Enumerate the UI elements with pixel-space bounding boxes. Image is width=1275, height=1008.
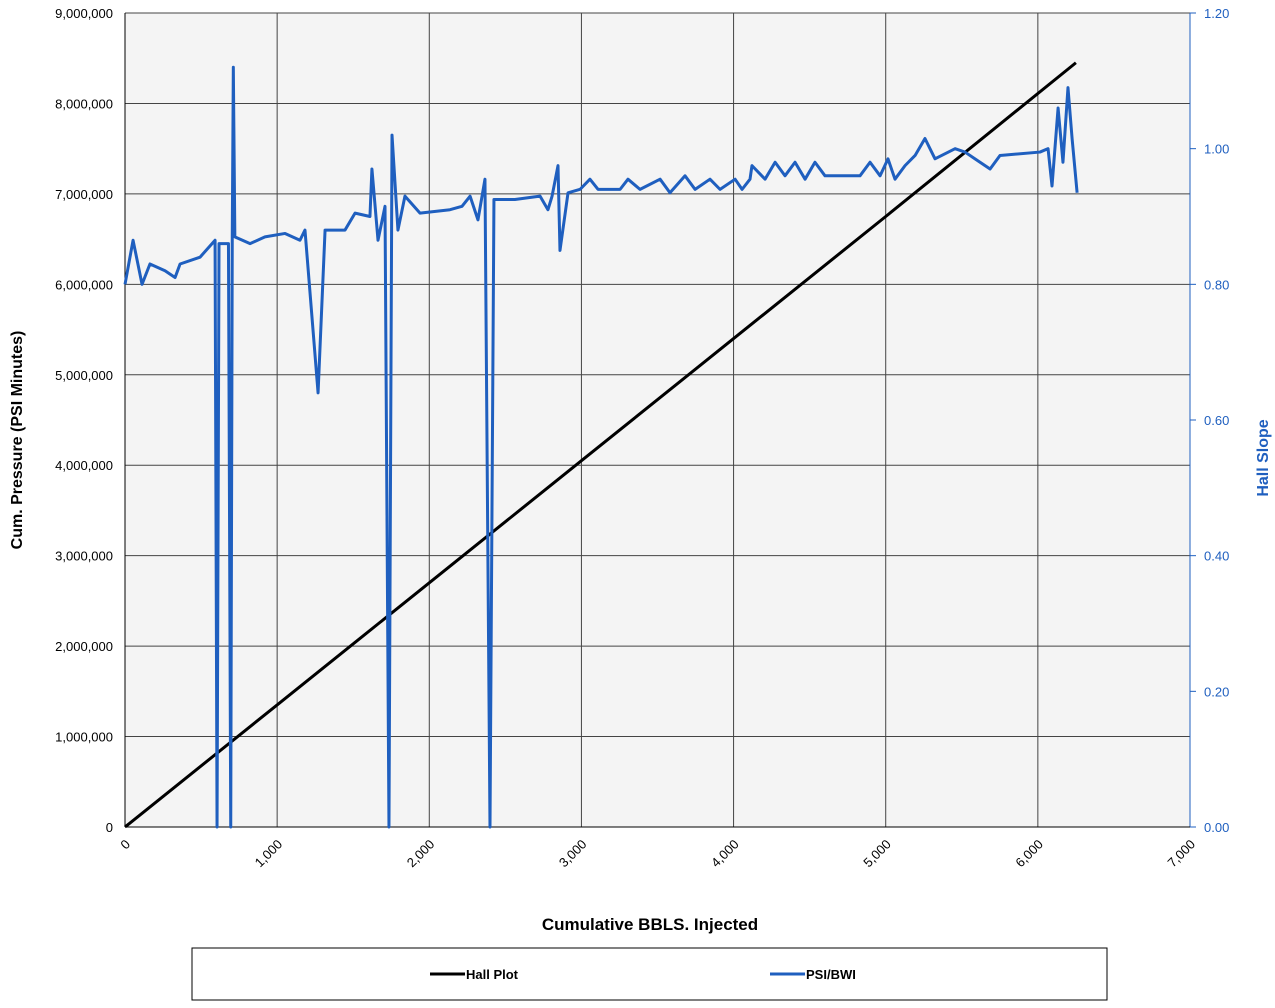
legend-label: PSI/BWI: [806, 967, 856, 982]
y-tick-label: 6,000,000: [55, 277, 113, 292]
x-tick-label: 2,000: [404, 837, 438, 871]
y2-tick-label: 0.80: [1204, 277, 1229, 292]
x-tick-label: 4,000: [708, 837, 742, 871]
y-axis-title: Cum. Pressure (PSI Minutes): [9, 331, 26, 550]
y-tick-label: 8,000,000: [55, 96, 113, 111]
legend-box: [191, 947, 1108, 1001]
y-tick-label: 5,000,000: [55, 368, 113, 383]
y2-tick-label: 0.00: [1204, 820, 1229, 835]
x-tick-label: 5,000: [860, 837, 894, 871]
x-tick-label: 1,000: [252, 837, 286, 871]
y2-tick-label: 0.60: [1204, 413, 1229, 428]
x-tick-label: 3,000: [556, 837, 590, 871]
y-tick-label: 0: [106, 820, 113, 835]
x-tick-label: 0: [117, 837, 133, 853]
y2-axis-title: Hall Slope: [1255, 419, 1272, 496]
series-line: [123, 65, 1079, 829]
series-line: [124, 61, 1077, 829]
x-tick-label: 7,000: [1165, 837, 1199, 871]
y2-tick-label: 0.20: [1204, 684, 1229, 699]
y-tick-label: 7,000,000: [55, 187, 113, 202]
y2-tick-label: 0.40: [1204, 549, 1229, 564]
x-axis-title: Cumulative BBLS. Injected: [542, 915, 758, 934]
y2-tick-label: 1.20: [1204, 6, 1229, 21]
y-tick-label: 9,000,000: [55, 6, 113, 21]
plot-area: [125, 13, 1190, 827]
y-tick-label: 4,000,000: [55, 458, 113, 473]
y-tick-label: 1,000,000: [55, 730, 113, 745]
y-tick-label: 2,000,000: [55, 639, 113, 654]
y-tick-label: 3,000,000: [55, 549, 113, 564]
legend-label: Hall Plot: [466, 967, 519, 982]
y2-tick-label: 1.00: [1204, 142, 1229, 157]
x-tick-label: 6,000: [1012, 837, 1046, 871]
